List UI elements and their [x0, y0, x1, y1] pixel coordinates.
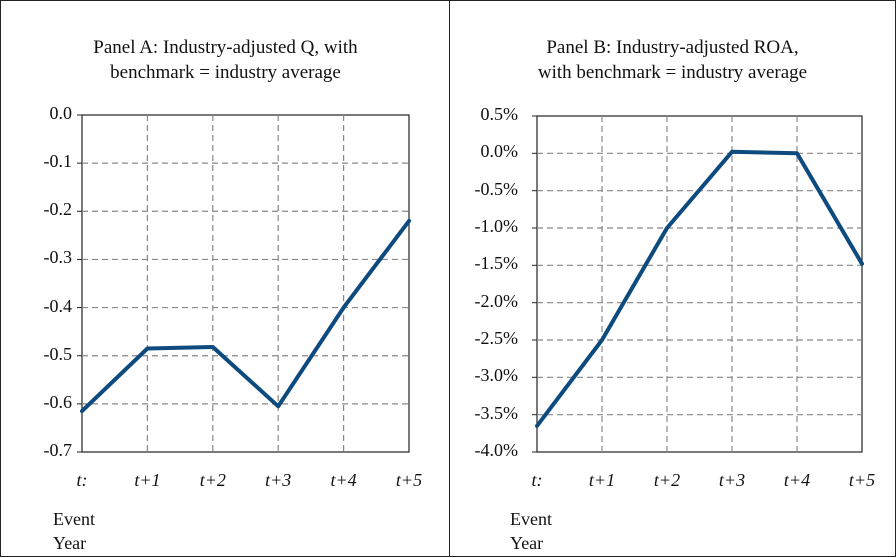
- panel-b: Panel B: Industry-adjusted ROA, with ben…: [449, 0, 896, 557]
- panel-b-x-axis-title-line-2: Year: [510, 533, 544, 553]
- panel-a-x-tick-label: t+2: [199, 470, 226, 490]
- panel-b-y-tick-label: -3.0%: [474, 365, 519, 386]
- panel-a-y-tick-label: -0.2: [43, 199, 73, 220]
- panel-a-x-tick-label: t+3: [265, 470, 292, 490]
- panel-b-y-tick-label: 0.0%: [480, 141, 519, 162]
- panel-b-title-line-2: with benchmark = industry average: [537, 62, 808, 83]
- panel-b-title-line-1: Panel B: Industry-adjusted ROA,: [546, 37, 799, 58]
- panel-b-x-tick-label: t+4: [783, 470, 811, 490]
- panel-b-y-tick-label: 0.5%: [480, 104, 519, 124]
- panel-a-plot-area: [81, 114, 410, 453]
- panel-a-y-tick-label: -0.4: [43, 295, 73, 316]
- panel-a-y-tick-label: -0.1: [43, 151, 73, 172]
- panel-a-y-tick-label: -0.3: [43, 247, 73, 268]
- panel-b-series-line: [535, 149, 864, 428]
- panel-a-x-tick-label: t+1: [134, 470, 161, 490]
- panel-a-x-tick-label: t+4: [330, 470, 357, 490]
- panel-b-y-tick-label: -1.0%: [474, 216, 519, 236]
- panel-a-y-tick-label: -0.7: [43, 440, 73, 460]
- panel-a-title-line-2: benchmark = industry average: [110, 62, 341, 83]
- panel-b-x-tick-label: t+3: [718, 470, 746, 490]
- panel-a: Panel A: Industry-adjusted Q, with bench…: [0, 0, 450, 557]
- panel-b-y-tick-label: -0.5%: [474, 178, 519, 199]
- panel-a-series-line: [80, 218, 411, 414]
- panel-a-title-line-1: Panel A: Industry-adjusted Q, with: [93, 37, 358, 58]
- panel-b-y-tick-label: -4.0%: [474, 440, 519, 460]
- panel-a-x-axis-title-line-1: Event: [53, 509, 95, 529]
- panel-a-x-axis-title-line-2: Year: [53, 533, 87, 553]
- panel-b-y-tick-label: -3.5%: [474, 402, 519, 423]
- panel-a-x-tick-label: t:: [76, 470, 88, 490]
- panel-b-plot-area: [536, 115, 863, 453]
- panel-b-y-tick-label: -1.5%: [474, 253, 519, 274]
- panel-a-x-axis-title: Event Year: [53, 507, 95, 555]
- panel-a-x-tick-label: t+5: [395, 470, 423, 490]
- panel-a-y-tick-label: -0.5: [43, 343, 73, 364]
- panel-b-x-tick-label: t+1: [588, 470, 616, 490]
- panel-b-x-tick-label: t+2: [653, 470, 681, 490]
- panel-b-x-tick-label: t:: [531, 470, 543, 490]
- panel-b-y-tick-label: -2.0%: [474, 290, 519, 311]
- panel-b-x-axis-title: Event Year: [510, 507, 552, 555]
- panel-b-x-axis-title-line-1: Event: [510, 509, 552, 529]
- panel-a-y-tick-label: 0.0: [49, 103, 73, 123]
- panel-b-y-tick-label: -2.5%: [474, 328, 519, 348]
- panel-a-y-tick-label: -0.6: [43, 391, 73, 412]
- panel-b-x-tick-label: t+5: [848, 470, 876, 490]
